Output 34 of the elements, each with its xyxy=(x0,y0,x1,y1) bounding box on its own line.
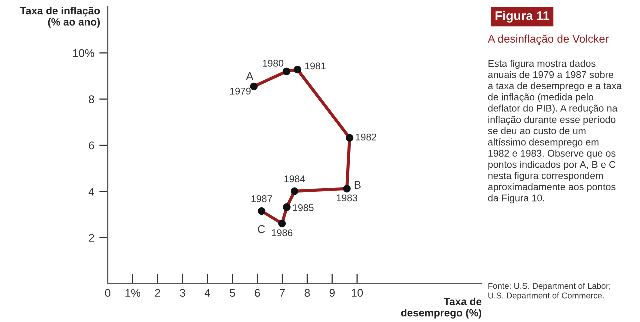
annotation: 1979 xyxy=(230,88,251,95)
text: Figura 11 xyxy=(496,11,550,23)
x-tick-label: 9 xyxy=(330,289,335,298)
annotation: 1980 xyxy=(263,60,284,67)
x-tick-label: 4 xyxy=(204,289,210,297)
annotation: C xyxy=(258,225,266,234)
x-tick-label: 10 xyxy=(352,289,364,298)
y-tick-label: 2 xyxy=(89,234,94,242)
x-tick-label: 1% xyxy=(126,289,141,297)
x-tick-label: 5 xyxy=(230,289,236,298)
annotation: 1987 xyxy=(252,196,272,202)
y-axis-title: Taxa de inflação (% ao ano) xyxy=(20,7,100,28)
text: Esta figura mostra dados anuais de 1979 a 1987 sobre a taxa de desemprego e a taxa de inflação (medida pelo deflator do PIB). A redução na inflação durante esse período se deu ao custo de um altíssimo desemprego em 1982 e 1983. Observe que os pontos indicados por A, B e C nesta figura correspondem aproximadamente aos pontos da Figura 10. xyxy=(488,60,622,204)
source-note: Fonte: U.S. Department of Labor; U.S. Department of Commerce. xyxy=(488,283,610,300)
x-tick-label: 7 xyxy=(280,289,286,297)
annotation: 1986 xyxy=(272,230,293,236)
x-tick-label: 8 xyxy=(304,289,310,298)
annotation: 1981 xyxy=(305,62,326,70)
x-axis-title: Taxa de desemprego (%) xyxy=(401,298,482,319)
text: A desinflação de Volcker xyxy=(488,34,609,46)
y-tick-label: 4 xyxy=(88,188,94,196)
annotation: A xyxy=(246,72,254,80)
x-tick-label: 0 xyxy=(105,289,111,298)
annotation: B xyxy=(354,181,361,189)
annotation: 1984 xyxy=(284,176,306,183)
annotation: 1982 xyxy=(356,134,377,141)
x-tick-label: 6 xyxy=(255,289,260,298)
y-tick-label: 10% xyxy=(73,49,94,58)
annotation: 1983 xyxy=(337,194,358,202)
y-tick-label: 6 xyxy=(89,142,94,150)
x-tick-label: 2 xyxy=(155,289,160,297)
y-tick-label: 8 xyxy=(89,96,94,104)
annotation: 1985 xyxy=(293,204,314,212)
x-tick-label: 3 xyxy=(180,289,186,298)
